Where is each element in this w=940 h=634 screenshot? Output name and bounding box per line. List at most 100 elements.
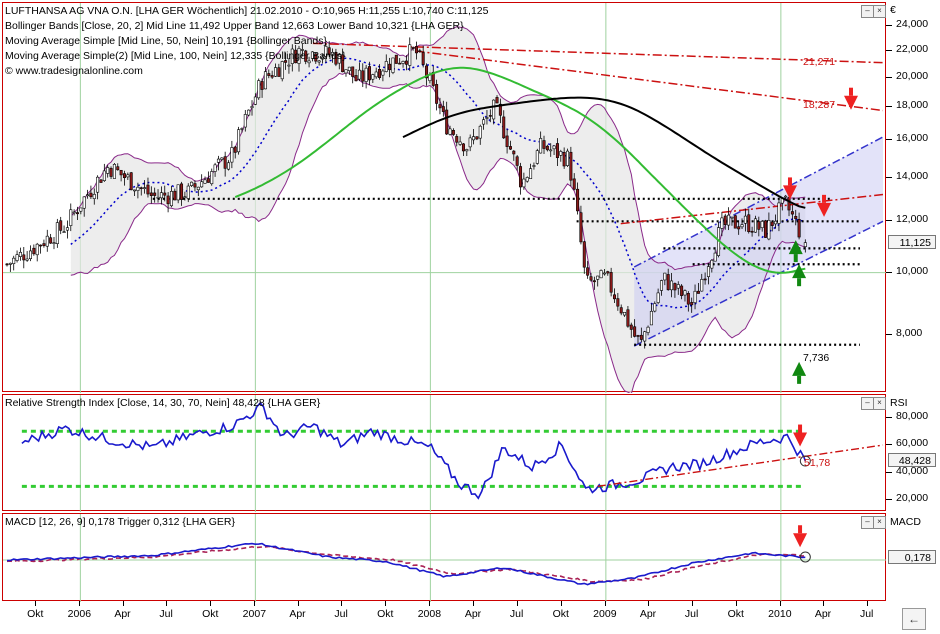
candle-body	[764, 220, 768, 238]
price-tick-mark	[886, 139, 892, 141]
time-x-axis[interactable]: Okt 2006 Apr Jul Okt 2007 Apr Jul Okt 2008 Apr Jul O…	[2, 601, 886, 634]
price-tick-mark	[886, 176, 892, 178]
candle-body	[119, 169, 123, 176]
close-rsi-button[interactable]: ×	[873, 397, 886, 410]
price-tick-mark	[886, 49, 892, 51]
candle-body	[723, 215, 727, 225]
candle-body	[676, 284, 680, 289]
candle-body	[421, 52, 425, 65]
candle-body	[324, 45, 328, 57]
candle-body	[156, 196, 160, 199]
legend-instrument[interactable]: LUFTHANSA AG VNA O.N. [LHA GER Wöchentli…	[5, 5, 489, 17]
candle-body	[559, 151, 563, 156]
copyright-label: © www.tradesignalonline.com	[5, 65, 143, 77]
minimize-pane-button[interactable]: –	[861, 5, 874, 18]
scroll-right-button[interactable]: ←	[902, 608, 926, 630]
x-tick-label: Okt	[27, 608, 44, 620]
legend-macd[interactable]: MACD [12, 26, 9] 0,178 Trigger 0,312 {LH…	[5, 516, 235, 528]
candle-body	[106, 167, 110, 174]
arrow-down-icon	[817, 202, 832, 217]
price-pane[interactable]: LUFTHANSA AG VNA O.N. [LHA GER Wöchentli…	[2, 2, 887, 393]
candle-body	[159, 192, 163, 199]
candle-body	[592, 280, 596, 283]
rsi-y-axis[interactable]: RSI 48,428 20,000 40,000 60,000 80,000	[886, 394, 940, 511]
candle-body	[176, 184, 180, 201]
candle-body	[136, 186, 140, 191]
close-macd-button[interactable]: ×	[873, 516, 886, 529]
candle-body	[713, 252, 717, 262]
candle-body	[626, 309, 630, 327]
rsi-tick-mark	[886, 444, 892, 446]
candle-body	[82, 196, 86, 209]
candle-body	[797, 219, 801, 238]
candle-body	[25, 258, 29, 261]
candle-body	[455, 136, 459, 143]
macd-pane[interactable]: MACD [12, 26, 9] 0,178 Trigger 0,312 {LH…	[2, 513, 887, 602]
close-pane-button[interactable]: ×	[873, 5, 886, 18]
legend-rsi[interactable]: Relative Strength Index [Close, 14, 30, …	[5, 397, 321, 409]
candle-body	[700, 279, 704, 292]
candle-body	[247, 109, 251, 116]
candle-body	[720, 217, 724, 229]
candle-body	[696, 290, 700, 294]
candle-body	[519, 166, 523, 188]
candle-body	[646, 326, 650, 333]
legend-bollinger[interactable]: Bollinger Bands [Close, 20, 2] Mid Line …	[5, 20, 464, 32]
rsi-marker-circle	[799, 455, 811, 467]
rsi-line	[21, 401, 807, 500]
arrow-up-icon	[792, 361, 807, 376]
annotation-rsi-5178: 51,78	[804, 457, 831, 469]
candle-body	[488, 115, 492, 117]
rsi-axis-title: RSI	[890, 397, 908, 409]
candle-body	[294, 49, 298, 64]
rsi-pane[interactable]: Relative Strength Index [Close, 14, 30, …	[2, 394, 887, 512]
candle-body	[579, 212, 583, 243]
candle-body	[166, 195, 170, 205]
candle-body	[522, 178, 526, 188]
candle-body	[143, 187, 147, 189]
x-tick-mark	[823, 601, 825, 606]
candle-body	[502, 116, 506, 139]
candle-body	[750, 230, 754, 233]
candle-body	[663, 272, 667, 281]
candle-body	[458, 141, 462, 145]
macd-y-axis[interactable]: MACD 0,178	[886, 513, 940, 601]
candle-body	[653, 303, 657, 312]
candle-body	[237, 129, 241, 153]
candle-body	[683, 290, 687, 296]
candle-body	[549, 149, 553, 152]
x-tick-mark	[297, 601, 299, 606]
candle-body	[126, 174, 130, 178]
candle-body	[169, 191, 173, 207]
price-legend: LUFTHANSA AG VNA O.N. [LHA GER Wöchentli…	[5, 4, 488, 79]
candle-body	[710, 259, 714, 269]
candle-body	[79, 207, 83, 212]
price-tick-label: 24,000	[896, 18, 929, 31]
macd-trigger-line	[6, 545, 806, 583]
moving-average-100	[402, 96, 806, 209]
legend-ma100[interactable]: Moving Average Simple(2) [Mid Line, 100,…	[5, 50, 346, 62]
candle-body	[220, 157, 224, 160]
candle-body	[116, 166, 120, 171]
macd-chart-canvas[interactable]	[3, 514, 887, 602]
candle-body	[673, 283, 677, 291]
minimize-macd-button[interactable]: –	[861, 516, 874, 529]
price-tick-mark	[886, 106, 892, 108]
candle-body	[59, 220, 63, 231]
x-tick-label: 2008	[417, 608, 442, 620]
price-tick-label: 14,000	[896, 169, 929, 182]
candle-body	[227, 162, 231, 170]
bollinger-mid-line	[70, 57, 806, 309]
legend-ma50[interactable]: Moving Average Simple [Mid Line, 50, Nei…	[5, 35, 328, 47]
macd-value-box: 0,178	[888, 550, 936, 564]
price-y-axis[interactable]: € 11,125 8,000 10,000 12,000 14,000 16,000 18…	[886, 2, 940, 392]
price-chart-canvas[interactable]	[3, 3, 887, 393]
x-tick-mark	[385, 601, 387, 606]
candle-body	[72, 211, 76, 214]
x-tick-mark	[560, 601, 562, 606]
rsi-tick-label: 20,000	[896, 492, 929, 505]
rsi-chart-canvas[interactable]	[3, 395, 887, 512]
candle-body	[45, 235, 49, 247]
x-tick-mark	[122, 601, 124, 606]
